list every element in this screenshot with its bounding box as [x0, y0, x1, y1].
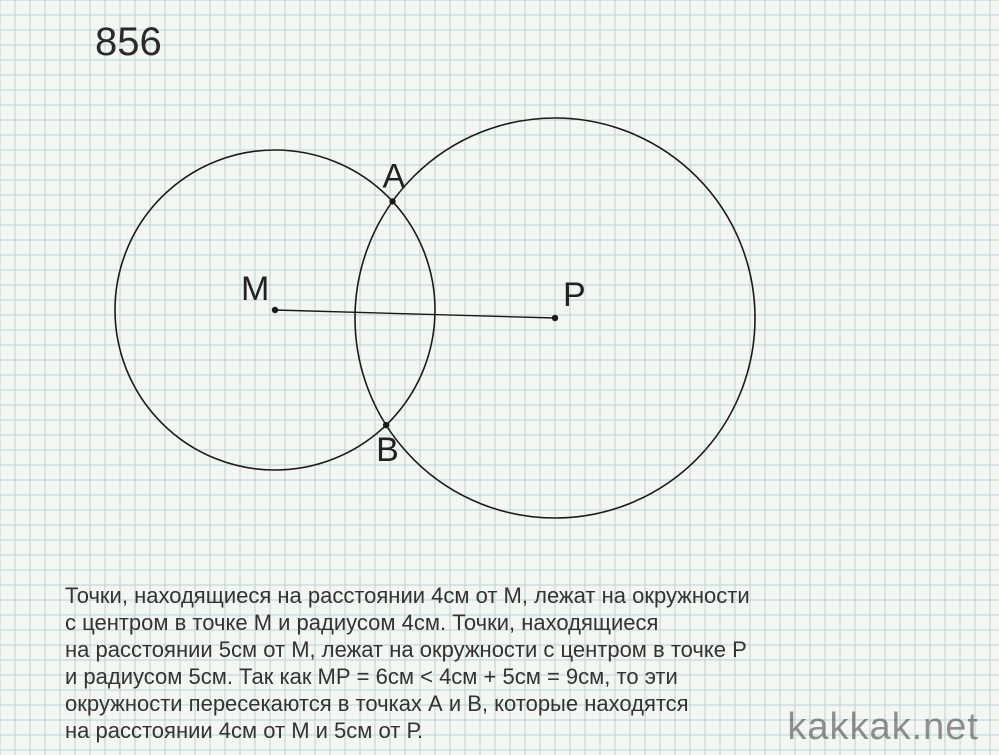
label-a: A [383, 157, 406, 195]
point-a [389, 198, 395, 204]
point-b [383, 422, 389, 428]
page-root: 856 M P A B Точки, находящиеся на рассто… [0, 0, 999, 755]
segment-mp [275, 310, 555, 318]
label-b: B [376, 431, 399, 469]
label-p: P [563, 276, 586, 314]
label-m: M [241, 270, 269, 308]
point-m [272, 307, 278, 313]
point-p [552, 315, 558, 321]
watermark: kakkak.net [787, 706, 979, 749]
